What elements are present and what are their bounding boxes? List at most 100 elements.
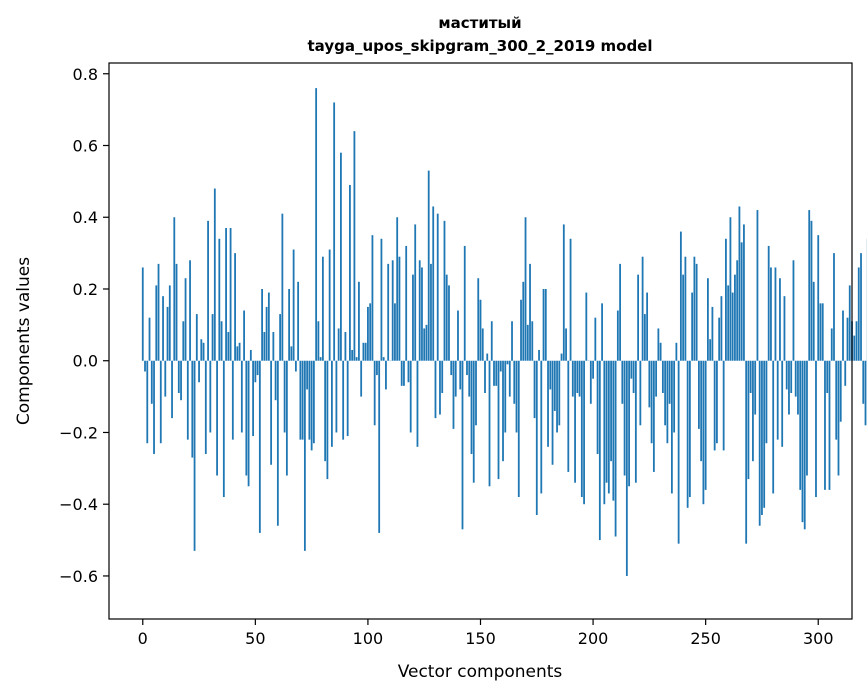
bar [668,360,671,404]
bar [209,360,212,433]
bar [713,360,716,451]
bar [810,220,813,361]
bar [707,278,709,361]
bar [628,360,630,487]
x-tick-label: 200 [578,629,609,648]
bar [146,360,149,444]
bar [803,360,806,530]
y-tick-label: 0.8 [73,65,98,84]
bar [594,317,597,361]
bar [731,292,734,361]
bar [436,213,439,361]
bar [360,360,363,397]
bar [616,310,619,361]
bar [457,310,459,361]
bar [391,260,394,361]
bar [722,360,725,451]
bar [326,360,329,480]
bar [862,360,865,404]
bar [484,360,486,394]
bar [274,360,277,401]
bar [603,360,606,505]
bar [842,310,844,361]
bar [610,360,612,462]
bar [661,360,664,394]
bar [540,360,543,494]
bar [864,360,867,426]
bar [312,360,315,444]
bar [423,328,426,361]
x-axis-label: Vector components [398,662,563,682]
bar [686,360,689,508]
bar [369,303,372,361]
bar [227,332,230,361]
bar [321,256,324,361]
bar [461,360,464,530]
bar [164,360,167,397]
bar [781,360,784,447]
bar [184,278,187,361]
bar [499,360,502,372]
bar [285,360,288,476]
bar [844,360,847,386]
bar [331,360,333,447]
bar [621,360,624,404]
bar [477,278,480,361]
bar [517,360,520,498]
bar [790,360,793,394]
bar [589,360,592,404]
bar [598,360,601,541]
bar [367,306,369,361]
bar [153,360,155,454]
bar [162,296,164,361]
bar [511,321,513,361]
bar [168,285,171,361]
bar [400,360,403,386]
bar [524,217,527,361]
bar [612,360,615,501]
bar [490,321,493,361]
bar [310,360,313,451]
bar [549,360,552,390]
bar [443,220,446,361]
bar [580,360,583,498]
bar [394,303,396,361]
bar [231,360,234,440]
bar [772,360,775,494]
bar [211,314,214,361]
bar [276,360,279,526]
y-axis-ticks: −0.6 −0.4 −0.2 0.0 0.2 0.4 0.6 0.8 [59,65,109,586]
bar [198,360,200,383]
bar [452,360,455,429]
bar [650,360,653,444]
bar [373,360,376,426]
bar [344,332,347,361]
bar [488,360,491,487]
bar [159,360,162,444]
bar [623,360,626,476]
bar [385,360,387,390]
bar [585,292,588,361]
bar [664,360,667,426]
bar [177,360,180,394]
bar [218,238,221,361]
bar [531,321,534,361]
bar [195,314,198,361]
bar [558,360,561,426]
bar [409,360,412,433]
bar [297,281,300,361]
bar [315,88,318,361]
x-tick-label: 300 [803,629,834,648]
bar [556,360,558,433]
bar [186,360,189,440]
bar [761,360,763,515]
bar [560,353,563,361]
bar [398,256,401,361]
bar [565,328,567,361]
bar [234,253,236,361]
bar [673,360,676,433]
bar [497,360,500,480]
bar [441,360,444,394]
bar [634,360,637,483]
bar [637,274,640,361]
